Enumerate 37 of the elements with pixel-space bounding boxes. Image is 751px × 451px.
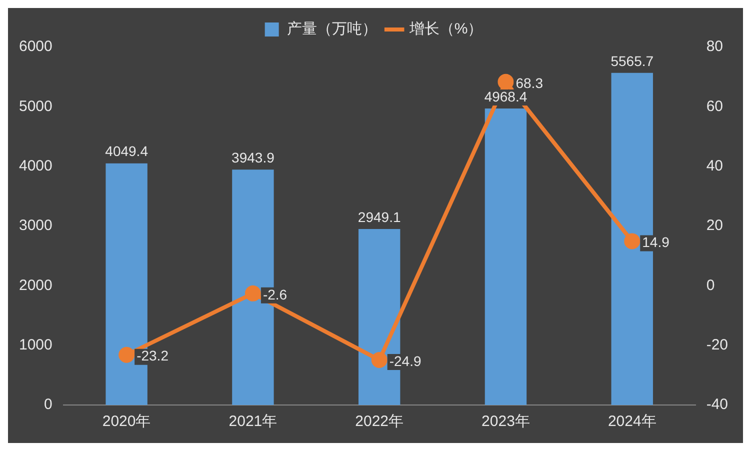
x-tick-label: 2020年 (102, 413, 151, 430)
x-tick-label: 2022年 (355, 413, 404, 430)
legend-label: 产量（万吨） (286, 20, 377, 38)
legend-label: 增长（%） (408, 20, 483, 38)
data-label: 14.9 (642, 234, 670, 250)
y2-tick-label: -20 (706, 336, 728, 354)
y-tick-label: 0 (44, 396, 52, 414)
x-tick-label: 2024年 (608, 413, 656, 430)
y2-tick-label: 40 (706, 157, 724, 174)
y2-tick-label: 20 (706, 217, 724, 234)
y-tick-label: 2000 (18, 276, 52, 294)
data-label: -2.6 (262, 286, 288, 302)
y-tick-label: 1000 (18, 336, 52, 354)
x-tick-label: 2021年 (228, 413, 278, 430)
y-tick-label: 4000 (18, 157, 52, 174)
y2-tick-label: 0 (706, 276, 715, 294)
x-tick-label: 2023年 (482, 413, 530, 430)
data-label: 5565.7 (610, 52, 654, 69)
data-label: 2949.1 (358, 208, 401, 225)
point (498, 74, 514, 90)
y-tick-label: 3000 (18, 217, 52, 234)
point (371, 352, 388, 368)
data-label: -23.2 (136, 348, 169, 364)
data-label: 3943.9 (232, 150, 275, 166)
point (118, 346, 135, 363)
point (624, 233, 640, 250)
data-label: 4049.4 (105, 143, 148, 160)
point (244, 285, 261, 302)
data-label: 4968.4 (484, 88, 528, 104)
data-label: 68.3 (516, 74, 544, 91)
y2-tick-label: 60 (706, 98, 724, 115)
y2-tick-label: 80 (706, 38, 724, 56)
bar (484, 108, 527, 405)
data-label: -24.9 (389, 352, 422, 369)
y2-tick-label: -40 (706, 396, 728, 414)
y-tick-label: 5000 (18, 98, 52, 115)
y-tick-label: 6000 (18, 38, 52, 56)
